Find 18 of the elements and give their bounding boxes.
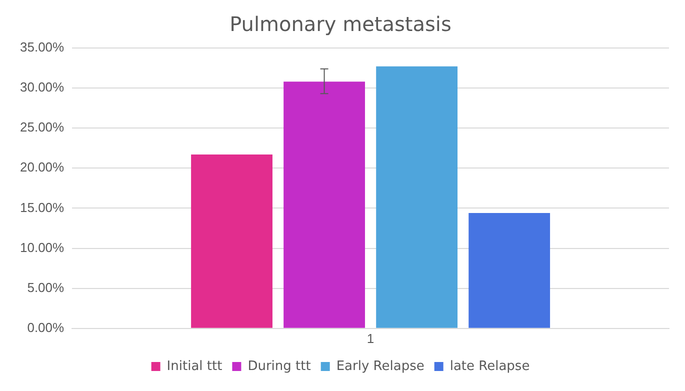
y-tick-label: 20.00% [20,160,65,175]
legend-label: Early Relapse [336,358,424,374]
bar [284,82,365,328]
bar [468,213,550,328]
legend-label: Initial ttt [166,358,222,374]
y-tick-label: 30.00% [20,80,65,95]
x-tick-label: 1 [366,330,374,346]
legend-label: late Relapse [450,358,530,374]
legend-label: During ttt [248,358,311,374]
bar [376,66,458,328]
y-tick-label: 35.00% [20,40,65,55]
y-tick-label: 25.00% [20,120,65,135]
y-tick-label: 15.00% [20,200,65,215]
bar [191,154,272,328]
y-tick-label: 10.00% [20,240,65,255]
y-tick-label: 0.00% [27,320,65,335]
y-tick-label: 5.00% [27,280,65,295]
chart-title: Pulmonary metastasis [230,12,452,36]
